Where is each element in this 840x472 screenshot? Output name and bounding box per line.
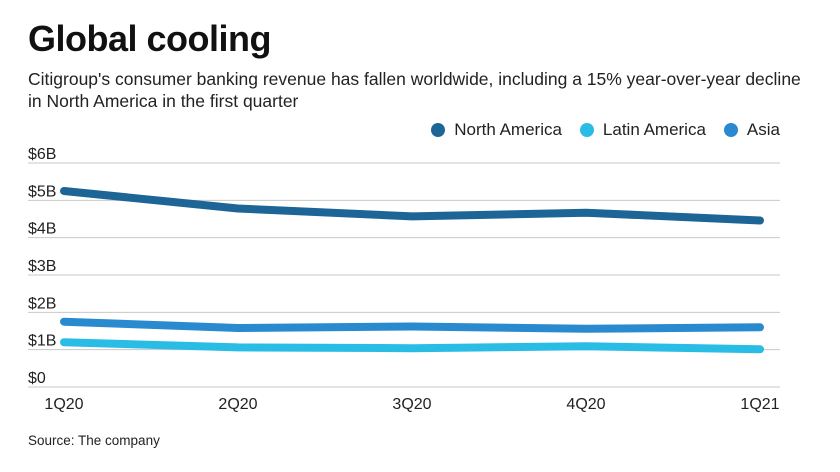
- chart-title: Global cooling: [28, 18, 272, 59]
- x-tick-label: 2Q20: [218, 396, 257, 413]
- legend-item-north-america: North America: [431, 120, 562, 140]
- series-line-latin-america: [60, 338, 764, 354]
- legend-swatch-north-america: [431, 123, 446, 137]
- legend-swatch-asia: [723, 123, 738, 137]
- legend-label-north-america: North America: [454, 120, 562, 139]
- y-tick-label: $0: [28, 370, 46, 387]
- legend-swatch-latin-america: [579, 123, 594, 137]
- x-tick-label: 1Q21: [740, 396, 779, 413]
- legend-item-latin-america: Latin America: [579, 120, 706, 140]
- y-axis: $0 $1B $2B $3B $4B $5B $6B: [28, 146, 56, 387]
- chart-source: Source: The company: [28, 433, 160, 448]
- legend-label-latin-america: Latin America: [602, 120, 706, 139]
- legend-item-asia: Asia: [723, 120, 780, 140]
- x-tick-label: 4Q20: [566, 396, 605, 413]
- y-tick-label: $4B: [28, 221, 56, 238]
- chart-subtitle: Citigroup's consumer banking revenue has…: [28, 69, 801, 111]
- y-tick-label: $5B: [28, 183, 56, 200]
- y-tick-label: $1B: [28, 333, 56, 350]
- x-tick-label: 1Q20: [44, 396, 83, 413]
- legend-label-asia: Asia: [746, 120, 780, 139]
- series-line-asia: [60, 317, 764, 333]
- chart-legend: North America Latin America Asia: [431, 120, 780, 140]
- y-tick-label: $6B: [28, 146, 56, 163]
- x-axis: 1Q20 2Q20 3Q20 4Q20 1Q21: [44, 396, 779, 413]
- series-lines: [60, 187, 764, 354]
- y-tick-label: $3B: [28, 258, 56, 275]
- series-line-north-america: [60, 187, 764, 225]
- x-tick-label: 3Q20: [392, 396, 431, 413]
- y-tick-label: $2B: [28, 295, 56, 312]
